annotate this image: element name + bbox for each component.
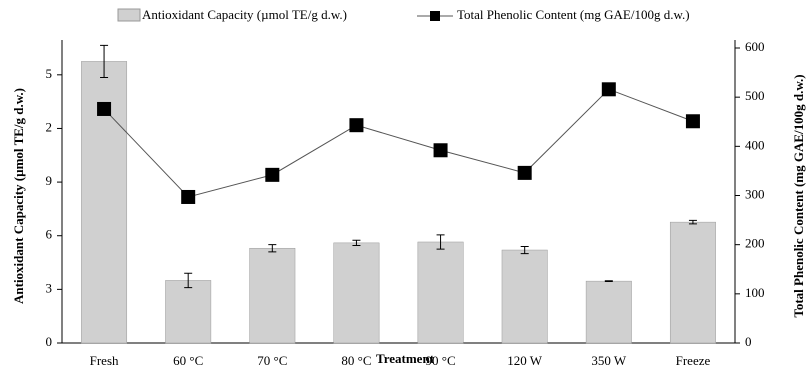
y-tick-label: 2: [46, 119, 53, 134]
y-tick-label: 9: [46, 173, 53, 188]
error-bar: [604, 280, 613, 282]
bar: [669, 221, 716, 344]
x-tick-label: 60 °C: [173, 353, 203, 368]
x-tick-label: 80 °C: [341, 353, 371, 368]
bar: [417, 241, 464, 344]
x-tick-label: 90 °C: [426, 353, 456, 368]
bar: [501, 249, 548, 344]
y-tick-label: 3: [46, 280, 53, 295]
bar: [333, 242, 380, 344]
x-axis-title: Treatment: [376, 351, 435, 366]
y2-tick-label: 200: [745, 236, 765, 251]
x-tick-label: Freeze: [676, 353, 711, 368]
error-bar: [184, 272, 193, 289]
y-tick-label: 5: [46, 66, 53, 81]
line: [103, 88, 694, 198]
error-bar: [520, 245, 529, 255]
bar: [585, 280, 632, 344]
marker: [265, 167, 280, 182]
marker: [517, 165, 532, 180]
x-tick-label: 350 W: [591, 353, 627, 368]
y2-tick-label: 300: [745, 186, 765, 201]
x-tick-label: 70 °C: [257, 353, 287, 368]
error-bar: [688, 219, 697, 225]
marker: [97, 101, 112, 116]
error-bar: [352, 239, 361, 247]
y2-tick-label: 0: [745, 334, 752, 349]
bar: [249, 247, 296, 344]
marker: [685, 114, 700, 129]
y2-tick-label: 100: [745, 285, 765, 300]
x-tick-label: 120 W: [507, 353, 543, 368]
x-tick-label: Fresh: [90, 353, 119, 368]
y-tick-label: 0: [46, 334, 53, 349]
y2-tick-label: 600: [745, 39, 765, 54]
y-axis-title: Antioxidant Capacity (µmol TE/g d.w.): [11, 88, 26, 304]
error-bar: [436, 234, 445, 250]
marker: [433, 143, 448, 158]
legend-label: Antioxidant Capacity (µmol TE/g d.w.): [142, 7, 347, 22]
marker: [181, 189, 196, 204]
y2-tick-label: 400: [745, 137, 765, 152]
legend-label: Total Phenolic Content (mg GAE/100g d.w.…: [457, 7, 690, 22]
legend-marker: [430, 11, 440, 21]
y2-axis-title: Total Phenolic Content (mg GAE/100g d.w.…: [791, 74, 806, 317]
bar: [165, 280, 212, 344]
y-tick-label: 6: [46, 227, 53, 242]
legend-swatch: [117, 8, 141, 22]
y2-tick-label: 500: [745, 88, 765, 103]
error-bar: [100, 44, 109, 78]
marker: [601, 82, 616, 97]
error-bar: [268, 244, 277, 253]
marker: [349, 118, 364, 133]
